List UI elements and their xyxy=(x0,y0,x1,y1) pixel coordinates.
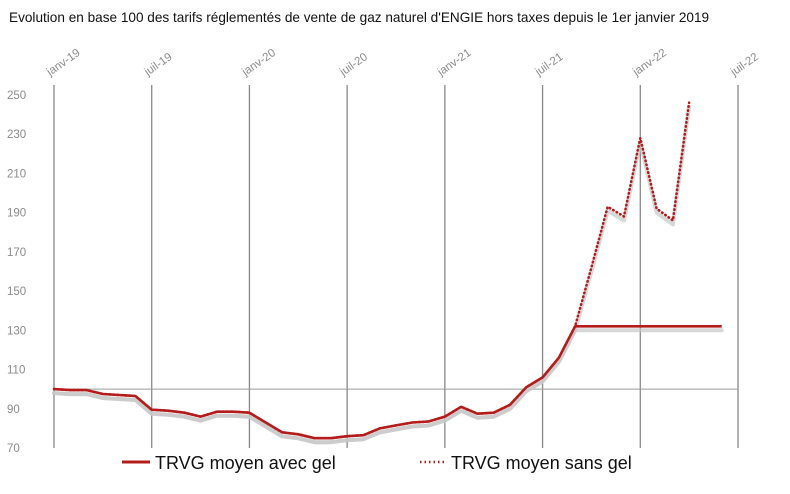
plot-area: janv-19 juil-19 janv-20 juil-20 janv-21 juil-… xyxy=(7,47,761,455)
x-tick-label: janv-19 xyxy=(44,47,83,79)
x-tick-label: janv-21 xyxy=(435,47,474,79)
grid-lines xyxy=(53,85,739,448)
legend-label-avec-gel: TRVG moyen avec gel xyxy=(155,453,336,473)
y-tick-label: 110 xyxy=(7,365,25,377)
y-tick-label: 170 xyxy=(7,247,26,259)
y-axis-ticks: 70 90 110 130 150 170 190 210 230 250 xyxy=(7,90,26,455)
y-tick-label: 90 xyxy=(7,404,20,416)
x-tick-label: juil-21 xyxy=(533,51,566,79)
series-lines xyxy=(52,101,724,445)
x-tick-label: juil-22 xyxy=(728,51,761,79)
y-tick-label: 210 xyxy=(7,168,26,180)
series-shadow-sans-gel xyxy=(52,104,692,445)
x-tick-label: juil-20 xyxy=(337,51,370,79)
series-shadow-avec-gel xyxy=(52,328,724,445)
legend-label-sans-gel: TRVG moyen sans gel xyxy=(451,453,632,473)
y-tick-label: 190 xyxy=(7,208,26,220)
legend: TRVG moyen avec gel TRVG moyen sans gel xyxy=(122,453,632,473)
y-tick-label: 70 xyxy=(7,443,20,455)
chart-title: Evolution en base 100 des tarifs régleme… xyxy=(9,10,710,25)
x-tick-label: janv-22 xyxy=(630,47,669,79)
x-tick-label: juil-19 xyxy=(142,51,175,79)
series-line-sans-gel xyxy=(52,101,691,440)
y-tick-label: 150 xyxy=(7,286,26,298)
y-tick-label: 130 xyxy=(7,325,26,337)
y-tick-label: 230 xyxy=(7,129,26,141)
x-tick-label: janv-20 xyxy=(239,47,278,79)
x-axis-ticks: janv-19 juil-19 janv-20 juil-20 janv-21 juil-… xyxy=(44,47,761,79)
series-line-avec-gel xyxy=(53,324,722,440)
y-tick-label: 250 xyxy=(7,90,26,102)
